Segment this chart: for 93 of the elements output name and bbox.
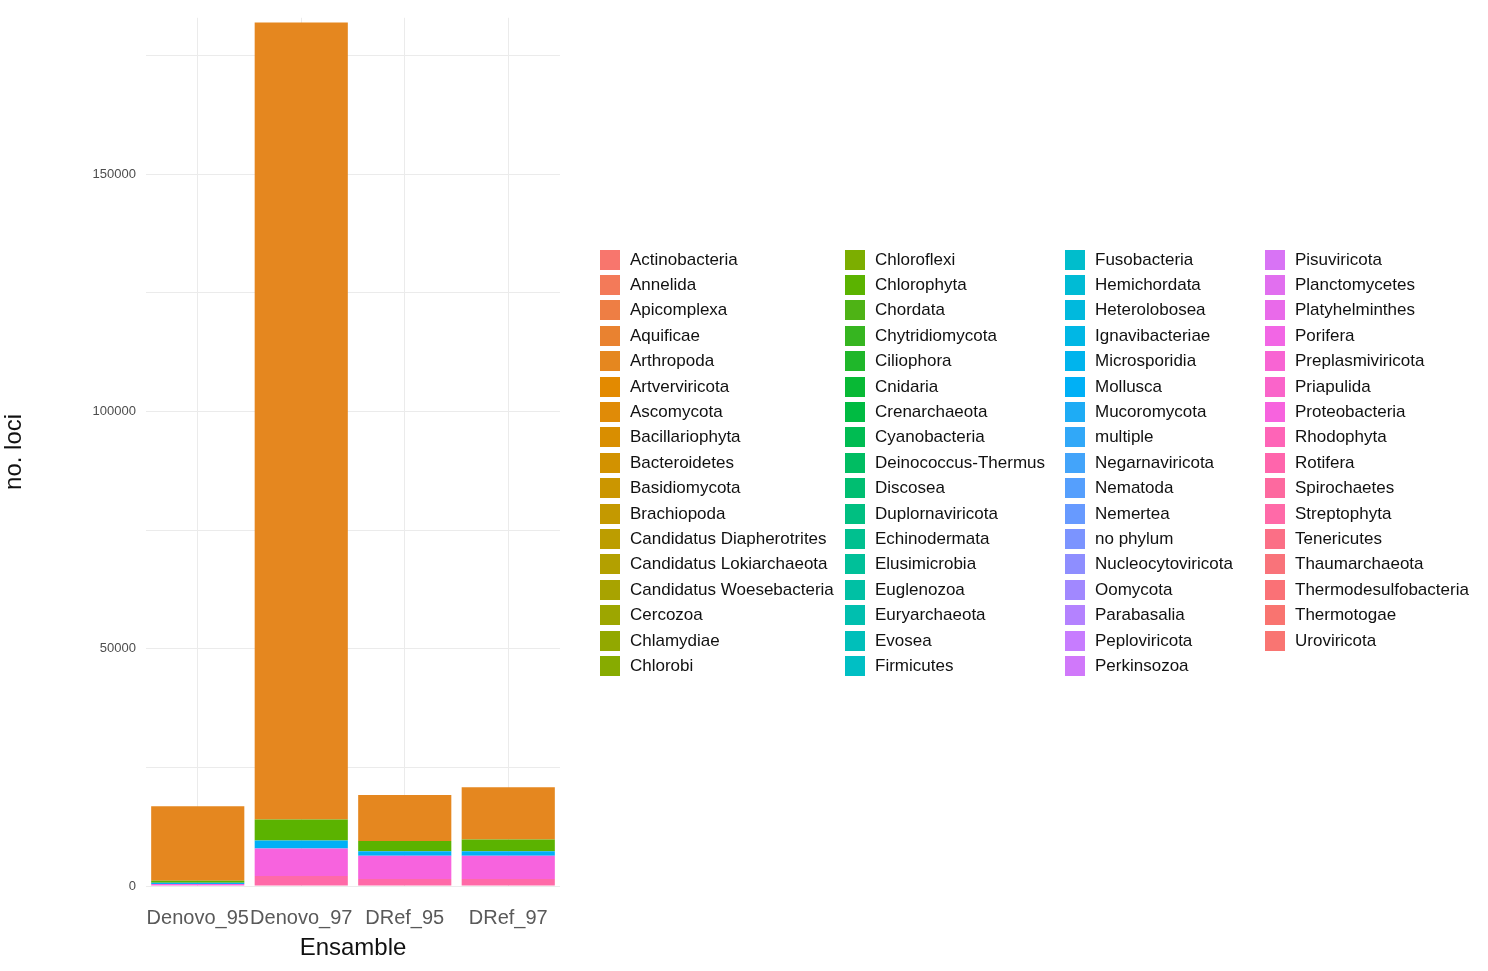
legend-label: Thermodesulfobacteria [1295,579,1469,600]
legend-label: Heterolobosea [1095,300,1206,321]
legend-label: Rhodophyta [1295,427,1387,448]
legend-label: Thaumarchaeota [1295,554,1424,575]
bar [151,806,245,881]
legend-label: Euglenozoa [875,579,965,600]
bar [358,840,452,852]
bar [254,840,348,849]
x-tick-label: DRef_95 [365,905,445,929]
legend-label: Rotifera [1295,452,1355,473]
legend-label: Mollusca [1095,376,1163,397]
legend-label: Nemertea [1095,503,1170,524]
legend-label: Euryarchaeota [875,605,986,626]
y-tick-label: 50000 [99,640,136,656]
bar [461,878,555,886]
legend-label: Platyhelminthes [1295,300,1416,321]
legend-label: Priapulida [1295,376,1371,397]
bar [461,855,555,879]
legend-label: Hemichordata [1095,275,1201,296]
bar [358,851,452,856]
bar [461,851,555,856]
legend-label: Elusimicrobia [875,554,977,575]
legend-label: Crenarchaeota [875,402,988,423]
legend-label: Bacillariophyta [630,427,741,448]
legend-label: Artverviricota [630,376,730,397]
legend-label: Candidatus Lokiarchaeota [630,554,828,575]
legend-label: Evosea [875,630,932,651]
legend-label: Annelida [630,275,697,296]
y-tick-label: 150000 [92,165,136,181]
legend-label: Cercozoa [630,605,703,626]
legend-label: Uroviricota [1295,630,1377,651]
legend-label: Chytridiomycota [875,325,997,346]
bar [358,878,452,886]
legend-label: Tenericutes [1295,528,1382,549]
legend-label: Preplasmiviricota [1295,351,1425,372]
legend-label: Brachiopoda [630,503,726,524]
legend-label: Chordata [875,300,945,321]
legend-label: Ascomycota [630,402,723,423]
legend-label: multiple [1095,427,1154,448]
legend-label: Firmicutes [875,655,954,676]
y-tick-label: 0 [128,877,136,893]
legend-label: Peploviricota [1095,630,1193,651]
legend-label: Porifera [1295,325,1355,346]
x-tick-label: DRef_97 [468,905,548,929]
y-tick-label: 100000 [92,403,136,419]
x-tick-label: Denovo_95 [146,905,249,929]
y-axis-title: no. loci [0,413,27,490]
legend-label: Deinococcus-Thermus [875,452,1046,473]
legend-label: Discosea [875,478,945,499]
legend-label: Cnidaria [875,376,939,397]
legend-label: Ciliophora [875,351,952,372]
legend-label: Candidatus Diapherotrites [630,528,827,549]
legend-label: Oomycota [1095,579,1173,600]
legend-label: Parabasalia [1095,605,1185,626]
legend-label: Echinodermata [875,528,990,549]
bar [461,839,555,852]
bar [358,855,452,879]
legend-label: Ignavibacteriae [1095,325,1211,346]
legend-label: Chlorobi [630,655,694,676]
bar [254,22,348,820]
bar [254,876,348,886]
legend-label: Chloroflexi [875,249,956,270]
legend-label: Nucleocytoviricota [1095,554,1233,575]
legend-label: Streptophyta [1295,503,1392,524]
legend-label: Arthropoda [630,351,715,372]
legend-label: Proteobacteria [1295,402,1406,423]
legend-label: Actinobacteria [630,249,738,270]
bar [461,787,555,840]
x-axis-title: Ensamble [299,933,407,961]
legend-label: Basidiomycota [630,478,741,499]
legend-label: Aquificae [630,325,700,346]
legend-label: Spirochaetes [1295,478,1395,499]
legend-label: Cyanobacteria [875,427,985,448]
x-tick-label: Denovo_97 [250,905,353,929]
legend-label: Chlamydiae [630,630,720,651]
legend-label: Bacteroidetes [630,452,734,473]
legend-label: Pisuviricota [1295,249,1382,270]
bar [254,848,348,877]
bar [254,819,348,841]
legend-label: Fusobacteria [1095,249,1194,270]
legend-label: Planctomycetes [1295,275,1415,296]
legend-label: Candidatus Woesebacteria [630,579,834,600]
legend-label: no phylum [1095,528,1174,549]
legend-label: Duplornaviricota [875,503,998,524]
legend-label: Perkinsozoa [1095,655,1189,676]
bar [358,794,452,841]
legend-label: Chlorophyta [875,275,967,296]
legend-label: Negarnaviricota [1095,452,1215,473]
legend-label: Microsporidia [1095,351,1197,372]
legend-label: Nematoda [1095,478,1174,499]
legend-label: Mucoromycota [1095,402,1207,423]
legend-label: Thermotogae [1295,605,1397,626]
legend-label: Apicomplexa [630,300,728,321]
